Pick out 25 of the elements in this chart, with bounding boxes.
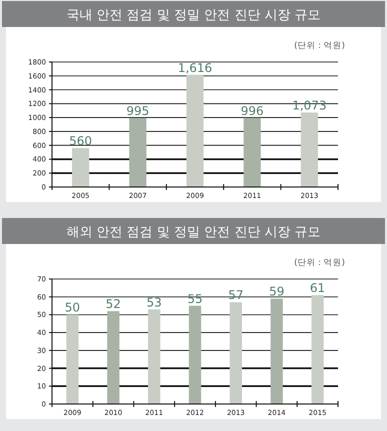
bar [244,118,261,187]
bar [107,311,120,404]
data-label: 995 [126,104,150,118]
chart-title: 해외 안전 점검 및 정밀 안전 진단 시장 규모 [66,225,321,240]
data-label: 1,616 [178,60,212,75]
bar [186,74,204,187]
bar [72,148,90,187]
bar [230,302,242,404]
data-label: 59 [269,284,284,299]
data-label: 52 [106,297,121,312]
data-label: 53 [146,295,162,310]
data-label: 50 [64,300,80,315]
data-label: 996 [240,104,264,118]
data-label: 560 [69,134,92,148]
bar [129,118,146,187]
data-label: 61 [310,281,326,296]
bar [311,295,324,404]
chart-subtitle: (단위 : 억원) [294,41,345,51]
chart-title: 국내 안전 점검 및 정밀 안전 진단 시장 규모 [66,8,321,23]
bar [188,306,202,404]
bar [66,314,79,404]
bar [148,309,160,404]
chart-subtitle: (단위 : 억원) [294,258,345,268]
bar [270,298,283,404]
bar [300,112,318,187]
